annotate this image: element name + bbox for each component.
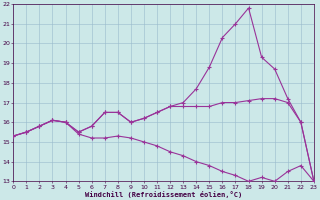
- X-axis label: Windchill (Refroidissement éolien,°C): Windchill (Refroidissement éolien,°C): [85, 191, 242, 198]
